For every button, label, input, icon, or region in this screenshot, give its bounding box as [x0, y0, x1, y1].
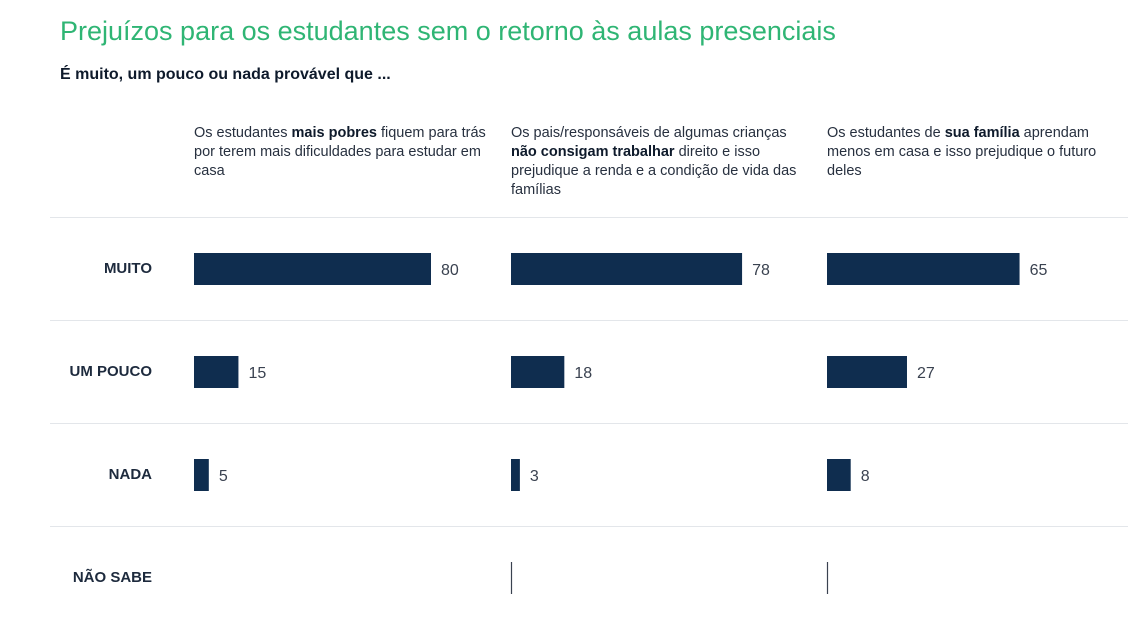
column-header-text: Os estudantes de	[827, 125, 945, 141]
row-label-muito: MUITO	[103, 260, 152, 277]
bar-col3-nada	[827, 459, 851, 491]
column-header-text: aprendam menos em casa e isso prejudique…	[827, 125, 1097, 179]
bar-value-label: 18	[574, 365, 592, 382]
bar-value-label: 80	[441, 262, 459, 279]
bar-col1-muito	[194, 253, 431, 285]
bar-value-label: 27	[917, 365, 935, 382]
column-header-text: mais pobres	[291, 125, 377, 141]
bar-value-label: 15	[248, 365, 266, 382]
bar-value-label: 5	[219, 468, 228, 485]
bar-col3-muito	[827, 253, 1020, 285]
divider-line	[50, 320, 1128, 321]
column-header-text: sua família	[944, 125, 1020, 141]
bar-col1-um-pouco	[194, 356, 239, 388]
column-header-text: fiquem para trás por terem mais dificuld…	[194, 125, 486, 179]
divider-line	[50, 423, 1128, 424]
bar-col3-um-pouco	[827, 356, 907, 388]
column-header-3: Os estudantes de sua família aprendam me…	[827, 124, 1127, 181]
bar-col1-nada	[194, 459, 209, 491]
bar-value-label: 65	[1030, 262, 1048, 279]
chart-title: Prejuízos para os estudantes sem o retor…	[60, 16, 836, 46]
row-label-um-pouco: UM POUCO	[69, 363, 153, 380]
column-header-text: direito e isso prejudique a renda e a co…	[511, 144, 797, 198]
divider-line	[50, 217, 1128, 218]
column-header-1: Os estudantes mais pobres fiquem para tr…	[194, 124, 494, 181]
divider-line	[50, 526, 1128, 527]
column-header-text: Os estudantes	[194, 125, 292, 141]
bar-col2-muito	[511, 253, 743, 285]
column-header-text: Os pais/responsáveis de algumas crianças	[511, 125, 787, 141]
column-header-text: não consigam trabalhar	[511, 144, 675, 160]
bar-col2-nada	[511, 459, 520, 491]
row-label-nao-sabe: NÃO SABE	[72, 569, 152, 586]
bar-value-label: 78	[752, 262, 770, 279]
bar-value-label: 8	[861, 468, 870, 485]
column-header-2: Os pais/responsáveis de algumas crianças…	[511, 124, 801, 200]
bar-col2-um-pouco	[511, 356, 565, 388]
row-label-nada: NADA	[108, 466, 152, 483]
chart-subtitle: É muito, um pouco ou nada provável que .…	[60, 66, 391, 83]
bar-value-label: 3	[530, 468, 539, 485]
